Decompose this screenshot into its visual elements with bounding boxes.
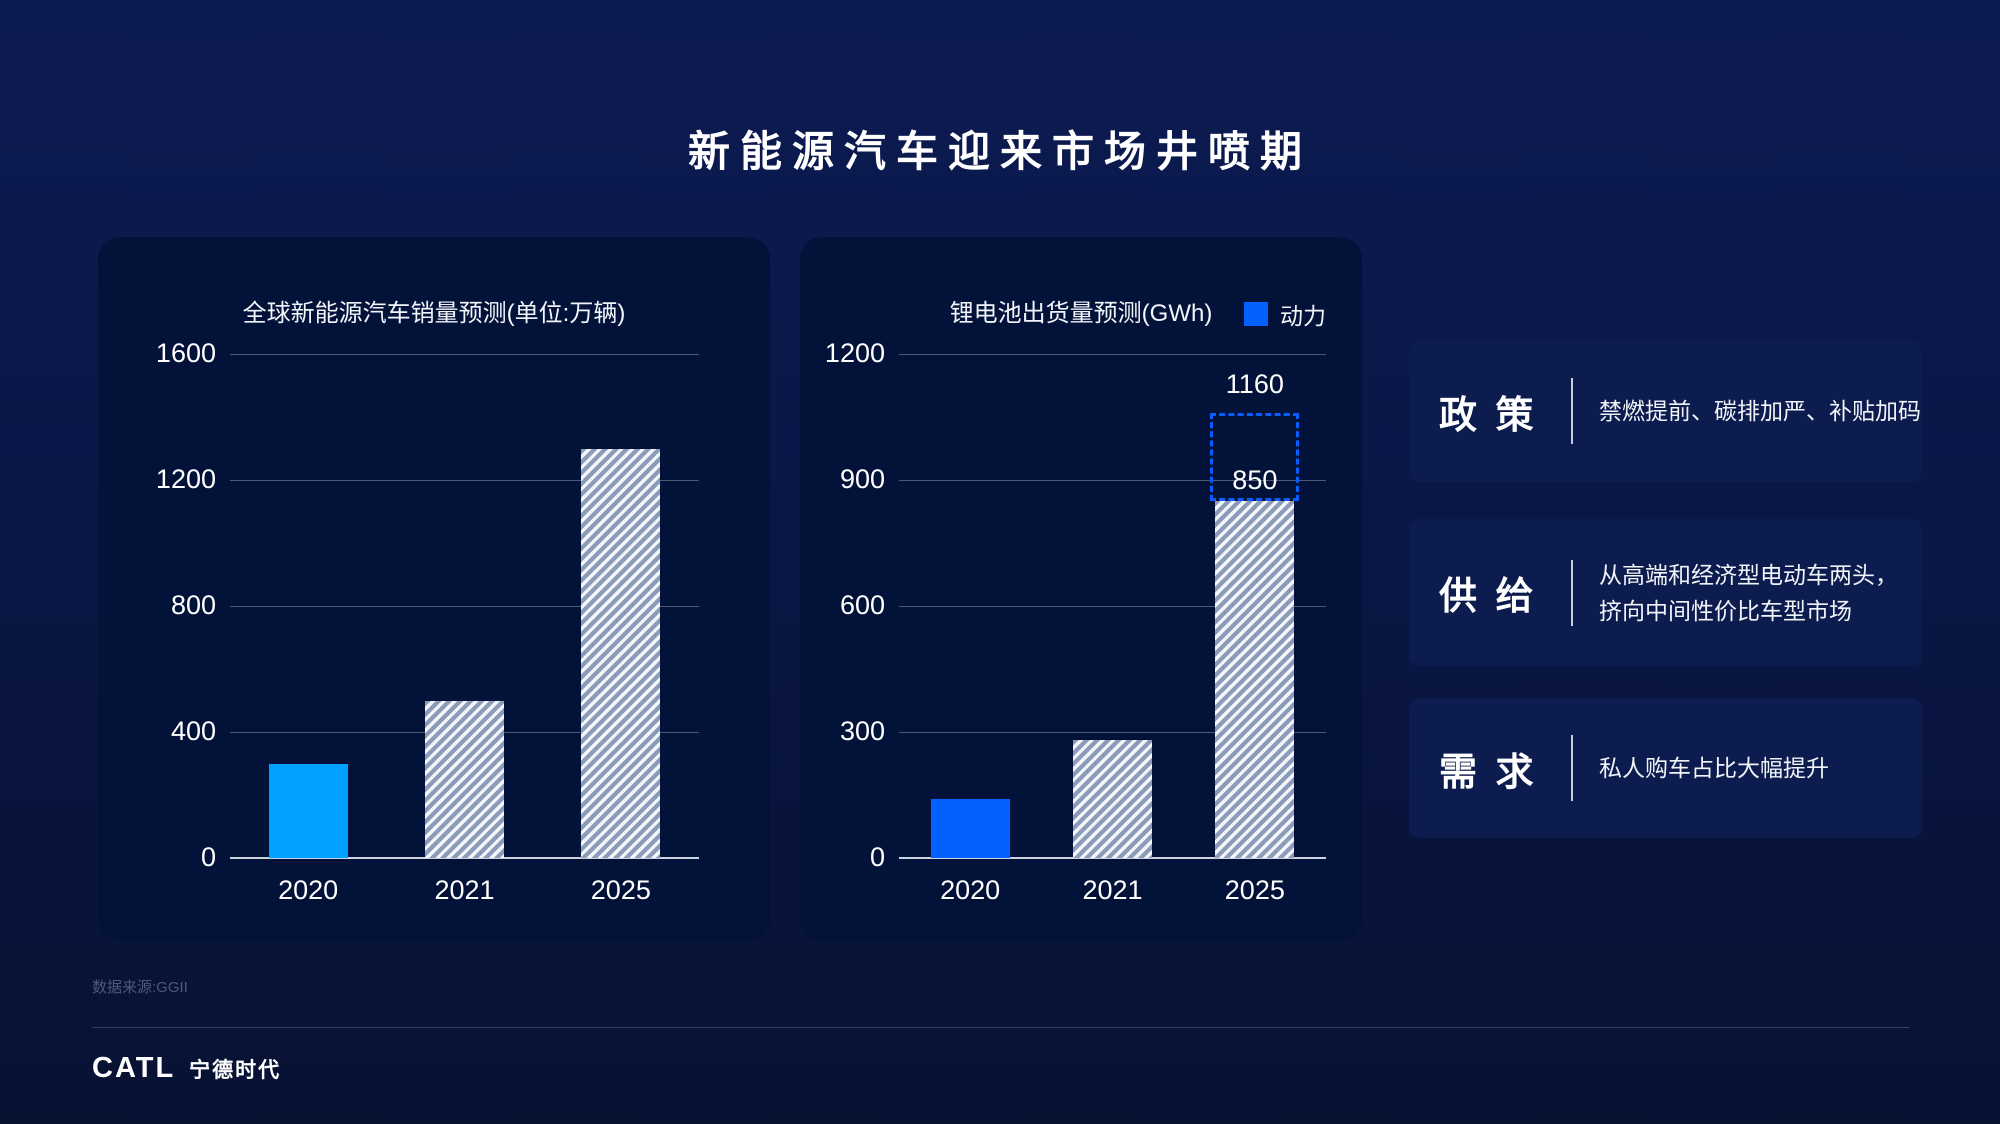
- gridline: [899, 605, 1326, 607]
- bar-2020: [268, 763, 348, 858]
- catl-logo: CATL 宁德时代: [92, 1052, 281, 1085]
- info-title-supply: 供 给: [1439, 576, 1538, 618]
- chart-title-nev-sales: 全球新能源汽车销量预测(单位:万辆): [242, 300, 626, 327]
- x-axis-tick-label: 2021: [434, 875, 495, 905]
- y-axis-tick-label: 1200: [824, 337, 885, 368]
- x-axis-line: [230, 857, 699, 859]
- bar-2025: [1215, 501, 1295, 858]
- info-desc-policy: 禁燃提前、碳排加严、补贴加码: [1599, 398, 1921, 424]
- gridline: [230, 605, 699, 607]
- info-desc-demand: 私人购车占比大幅提升: [1599, 755, 1829, 781]
- y-axis-tick-label: 0: [869, 841, 885, 872]
- vertical-divider: [1571, 378, 1573, 444]
- battery-shipment-plot: 0 300 600 900 1200 2020 2021 2025 1160 850: [825, 338, 1326, 905]
- x-axis-line: [899, 857, 1326, 859]
- bar-value-label: 850: [1232, 465, 1278, 495]
- data-source-note: 数据来源:GGII: [92, 979, 188, 996]
- bar-2021: [425, 700, 504, 858]
- y-axis-tick-label: 600: [839, 589, 885, 620]
- x-axis-tick-label: 2020: [940, 875, 1001, 905]
- info-box-supply: 供 给 从高端和经济型电动车两头， 挤向中间性价比车型市场: [1409, 519, 1922, 666]
- dashed-target-box: [1210, 412, 1300, 501]
- gridline: [230, 353, 699, 355]
- gridline: [899, 479, 1326, 481]
- catl-logo-latin: CATL: [92, 1052, 176, 1084]
- vertical-divider: [1571, 559, 1573, 626]
- x-axis-tick-label: 2025: [1224, 875, 1285, 905]
- footer-divider: [92, 1027, 1909, 1028]
- bar-2025: [581, 448, 661, 858]
- info-title-policy: 政 策: [1439, 394, 1538, 437]
- battery-shipment-chart-card: 锂电池出货量预测(GWh) 动力 0 300 600 900 1200 2020 2021 2…: [800, 237, 1362, 941]
- y-axis-tick-label: 300: [839, 715, 885, 746]
- info-box-demand: 需 求 私人购车占比大幅提升: [1409, 698, 1922, 838]
- bar-2021: [1073, 740, 1152, 858]
- gridline: [899, 731, 1326, 733]
- y-axis-tick-label: 1200: [155, 463, 216, 494]
- target-value-label: 1160: [1225, 368, 1284, 399]
- x-axis-tick-label: 2020: [278, 875, 339, 905]
- chart-legend: 动力: [1244, 297, 1326, 331]
- info-desc-supply: 从高端和经济型电动车两头， 挤向中间性价比车型市场: [1599, 561, 1898, 624]
- catl-logo-chinese: 宁德时代: [189, 1059, 282, 1082]
- y-axis-tick-label: 0: [200, 841, 216, 872]
- y-axis-tick-label: 1600: [155, 337, 216, 368]
- y-axis-tick-label: 900: [839, 463, 885, 494]
- gridline: [230, 479, 699, 481]
- gridline: [899, 353, 1326, 355]
- chart-title-battery-shipment: 锂电池出货量预测(GWh): [949, 300, 1213, 327]
- x-axis-tick-label: 2025: [590, 875, 651, 905]
- nev-sales-plot: 0 400 800 1200 1600 2020 2021 2025: [156, 338, 699, 905]
- y-axis-tick-label: 400: [170, 715, 216, 746]
- y-axis-tick-label: 800: [170, 589, 216, 620]
- vertical-divider: [1571, 735, 1573, 801]
- legend-swatch: [1244, 302, 1268, 326]
- bar-2020: [930, 799, 1010, 858]
- page-title: 新能源汽车迎来市场井喷期: [687, 128, 1312, 175]
- info-title-demand: 需 求: [1439, 751, 1538, 794]
- nev-sales-chart-card: 全球新能源汽车销量预测(单位:万辆) 0 400 800 1200 1600 2020 20…: [98, 237, 770, 941]
- info-box-policy: 政 策 禁燃提前、碳排加严、补贴加码: [1409, 340, 1922, 482]
- legend-label: 动力: [1280, 303, 1326, 329]
- x-axis-tick-label: 2021: [1082, 875, 1143, 905]
